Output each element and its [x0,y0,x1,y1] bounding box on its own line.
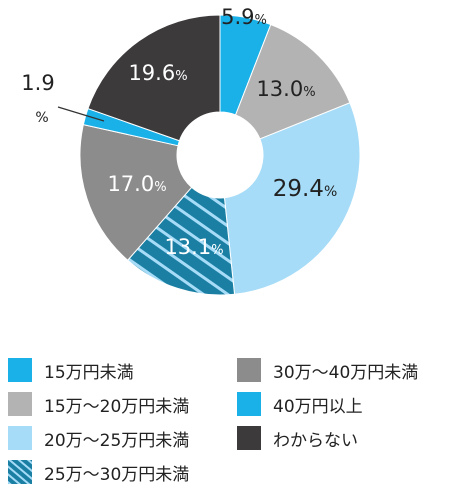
legend-item-20-25man: 20万～25万円未満 [8,426,190,451]
legend-swatch [8,358,32,382]
donut-slices [79,14,361,296]
donut-labels: 5.9% 13.0% 29.4% 13.1% 17.0% 19.6% 1.9% [21,5,337,259]
slice-25-30man [126,186,236,296]
legend-item-25-30man: 25万～30万円未満 [8,460,190,485]
leader-line [57,106,105,122]
legend-swatch [8,460,32,484]
label-30-40man: 17.0% [107,172,166,196]
legend-label: 15万円未満 [44,362,134,383]
legend-swatch [8,392,32,416]
label-15-20man: 13.0% [256,77,315,101]
legend-item-under-15man: 15万円未満 [8,358,134,383]
label-under-15man-unit: % [35,110,48,126]
legend-swatch [237,358,261,382]
legend-item-over-40man: 40万円以上 [237,392,363,417]
legend-label: 20万～25万円未満 [44,430,190,451]
legend-swatch [8,426,32,450]
legend: 15万円未満 15万～20万円未満 20万～25万円未満 25万～30万円未満 … [0,355,450,490]
label-unknown: 19.6% [128,61,187,85]
legend-label: 15万～20万円未満 [44,396,190,417]
slice-unknown [87,14,221,142]
legend-label: 40万円以上 [273,396,363,417]
legend-item-unknown: わからない [237,426,358,451]
legend-label: 25万～30万円未満 [44,464,190,485]
label-under-15man-value: 1.9 [21,71,54,95]
label-over-40man: 5.9% [221,5,267,29]
slice-20-25man [223,102,361,295]
donut-chart: 5.9% 13.0% 29.4% 13.1% 17.0% 19.6% 1.9% [21,5,361,296]
label-25-30man: 13.1% [164,235,223,259]
legend-item-15-20man: 15万～20万円未満 [8,392,190,417]
legend-swatch [237,392,261,416]
slice-15-20man [234,23,351,140]
legend-swatch [237,426,261,450]
legend-item-30-40man: 30万～40万円未満 [237,358,419,383]
label-20-25man: 29.4% [273,176,338,202]
legend-label: 30万～40万円未満 [273,362,419,383]
legend-label: わからない [273,430,358,451]
slice-30-40man [79,124,193,261]
